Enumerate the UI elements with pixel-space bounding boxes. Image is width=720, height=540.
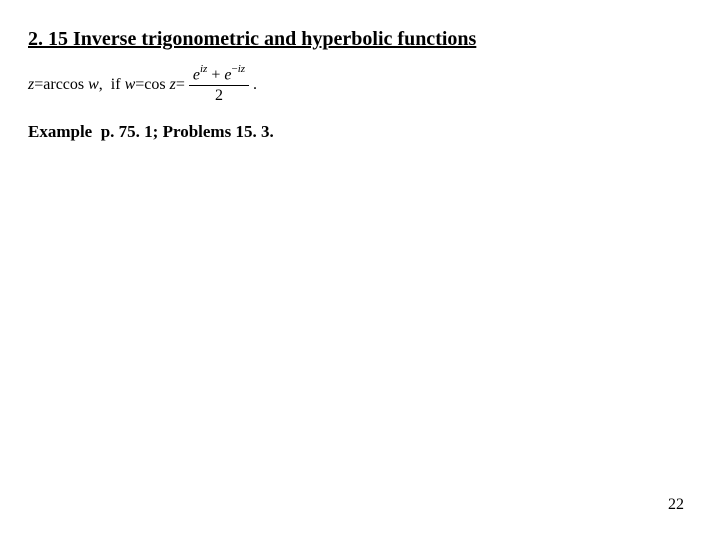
formula: z = arccos w , if w = cos z = eiz + e−iz… <box>28 65 692 104</box>
fraction-numerator: eiz + e−iz <box>189 65 249 86</box>
var-w2: w <box>125 76 136 93</box>
text-if: , if <box>99 76 125 94</box>
formula-period: . <box>253 76 257 94</box>
fraction: eiz + e−iz 2 <box>189 65 249 104</box>
var-w: w <box>88 76 99 93</box>
eq-sign-2: = <box>135 76 144 94</box>
fraction-denominator: 2 <box>211 86 227 104</box>
num-plus: + <box>207 66 224 83</box>
section-title: 2. 15 Inverse trigonometric and hyperbol… <box>28 28 692 51</box>
references-line: Example p. 75. 1; Problems 15. 3. <box>28 122 692 142</box>
num-e1: e <box>193 66 200 83</box>
num-sup1: iz <box>200 63 207 75</box>
page-number: 22 <box>668 496 684 514</box>
func-cos: cos <box>144 76 165 94</box>
eq-sign-1: = <box>34 76 43 94</box>
func-arccos: arccos <box>43 76 84 94</box>
eq-sign-3: = <box>176 76 185 94</box>
num-sup2: −iz <box>231 63 245 75</box>
slide-container: 2. 15 Inverse trigonometric and hyperbol… <box>0 0 720 540</box>
